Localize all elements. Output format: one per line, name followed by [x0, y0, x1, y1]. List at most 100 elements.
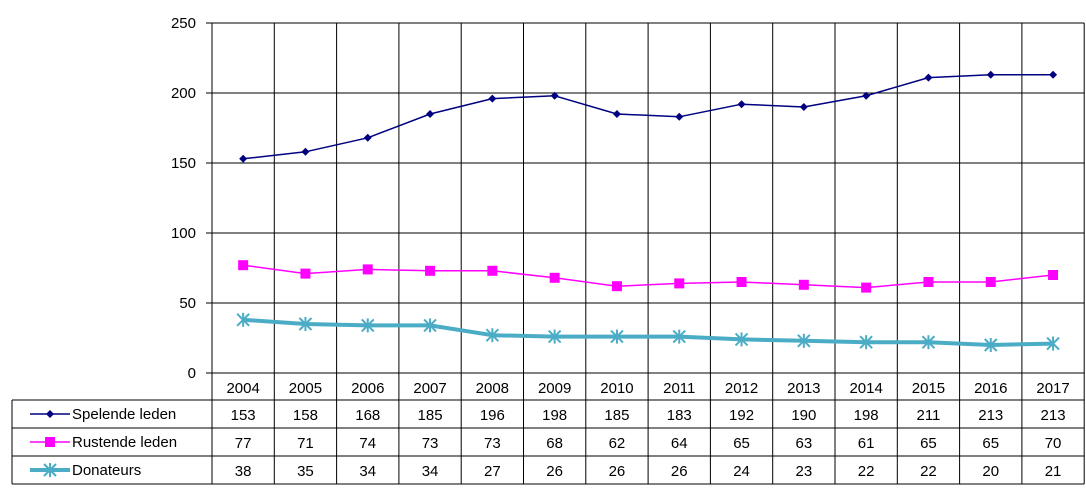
data-label: 196	[480, 407, 505, 424]
marker-star	[859, 335, 873, 350]
data-label: 22	[858, 463, 875, 480]
marker-square	[611, 281, 622, 292]
marker-square	[798, 279, 809, 290]
marker-square	[674, 278, 685, 289]
y-tick-label: 200	[171, 85, 196, 102]
x-tick-label: 2005	[289, 380, 322, 397]
marker-star	[43, 463, 57, 477]
data-label: 64	[671, 435, 688, 452]
data-label: 65	[920, 435, 937, 452]
marker-diamond	[799, 103, 808, 111]
series-lines	[243, 74, 1054, 347]
data-label: 26	[546, 463, 563, 480]
data-label: 21	[1045, 463, 1062, 480]
data-label: 26	[609, 463, 626, 480]
data-label: 185	[418, 407, 443, 424]
data-label: 198	[542, 407, 567, 424]
marker-diamond	[924, 73, 933, 82]
series-line	[243, 264, 1054, 289]
marker-diamond	[488, 94, 497, 103]
x-tick-label: 2006	[351, 380, 384, 397]
data-label: 73	[484, 435, 501, 452]
marker-diamond	[550, 91, 559, 100]
data-label: 26	[671, 463, 688, 480]
data-label: 20	[982, 463, 999, 480]
marker-square	[45, 437, 55, 447]
data-label: 71	[297, 435, 314, 452]
marker-star	[485, 328, 500, 343]
marker-square	[736, 277, 747, 287]
x-axis-tick-labels: 2004 2005 2006 2007 2008 2009 2010 2011 2012 2013…	[226, 380, 1069, 397]
marker-star	[984, 338, 998, 352]
marker-square	[238, 260, 249, 271]
marker-star	[423, 318, 437, 333]
marker-square	[362, 264, 373, 275]
marker-star	[547, 329, 562, 344]
data-label: 65	[982, 435, 999, 452]
data-label: 192	[729, 407, 754, 424]
data-label: 35	[297, 463, 314, 480]
data-label: 68	[546, 435, 563, 452]
marker-diamond	[612, 110, 621, 118]
marker-diamond	[426, 110, 435, 118]
legend-entry: Donateurs	[72, 462, 141, 479]
marker-star	[734, 332, 749, 347]
marker-square	[1048, 270, 1059, 280]
marker-diamond	[675, 112, 684, 121]
marker-diamond	[46, 410, 54, 418]
marker-star	[298, 317, 313, 331]
data-label: 38	[235, 463, 252, 480]
y-tick-label: 50	[179, 295, 196, 312]
y-tick-label: 0	[188, 365, 196, 382]
data-label: 22	[920, 463, 937, 480]
data-label: 65	[733, 435, 750, 452]
x-tick-label: 2013	[787, 380, 820, 397]
data-label: 27	[484, 463, 501, 480]
marker-star	[797, 333, 811, 348]
data-label: 24	[733, 463, 750, 480]
marker-diamond	[1049, 70, 1058, 79]
data-label: 213	[978, 407, 1003, 424]
legend-entry: Spelende leden	[72, 406, 176, 423]
grid	[206, 22, 1085, 484]
x-tick-label: 2012	[725, 380, 758, 397]
data-label: 158	[293, 407, 318, 424]
x-tick-label: 2016	[974, 380, 1007, 397]
data-label: 190	[791, 407, 816, 424]
data-label: 213	[1041, 407, 1066, 424]
data-label: 74	[359, 435, 376, 452]
marker-diamond	[363, 133, 372, 142]
marker-diamond	[737, 100, 746, 109]
data-label: 23	[796, 463, 813, 480]
data-label: 183	[667, 407, 692, 424]
marker-square	[549, 272, 560, 283]
marker-square	[985, 277, 996, 287]
x-tick-label: 2009	[538, 380, 571, 397]
data-label: 34	[359, 463, 376, 480]
x-tick-label: 2014	[849, 380, 882, 397]
y-tick-label: 250	[171, 15, 196, 32]
marker-square	[425, 265, 436, 276]
marker-square	[923, 277, 934, 287]
marker-star	[610, 329, 624, 344]
data-label: 77	[235, 435, 252, 452]
marker-diamond	[239, 154, 248, 163]
marker-square	[487, 265, 498, 276]
data-label: 70	[1045, 435, 1062, 452]
marker-star	[921, 335, 936, 350]
series-line	[243, 317, 1054, 347]
data-label: 63	[796, 435, 813, 452]
data-label: 73	[422, 435, 439, 452]
data-label: 62	[609, 435, 626, 452]
x-tick-label: 2008	[476, 380, 509, 397]
marker-diamond	[986, 70, 995, 79]
x-tick-label: 2017	[1036, 380, 1069, 397]
data-label: 198	[854, 407, 879, 424]
x-tick-label: 2007	[413, 380, 446, 397]
series-markers	[236, 70, 1060, 352]
x-tick-label: 2011	[663, 380, 695, 397]
marker-star	[1046, 336, 1060, 351]
x-tick-label: 2010	[600, 380, 633, 397]
data-label: 153	[231, 407, 256, 424]
